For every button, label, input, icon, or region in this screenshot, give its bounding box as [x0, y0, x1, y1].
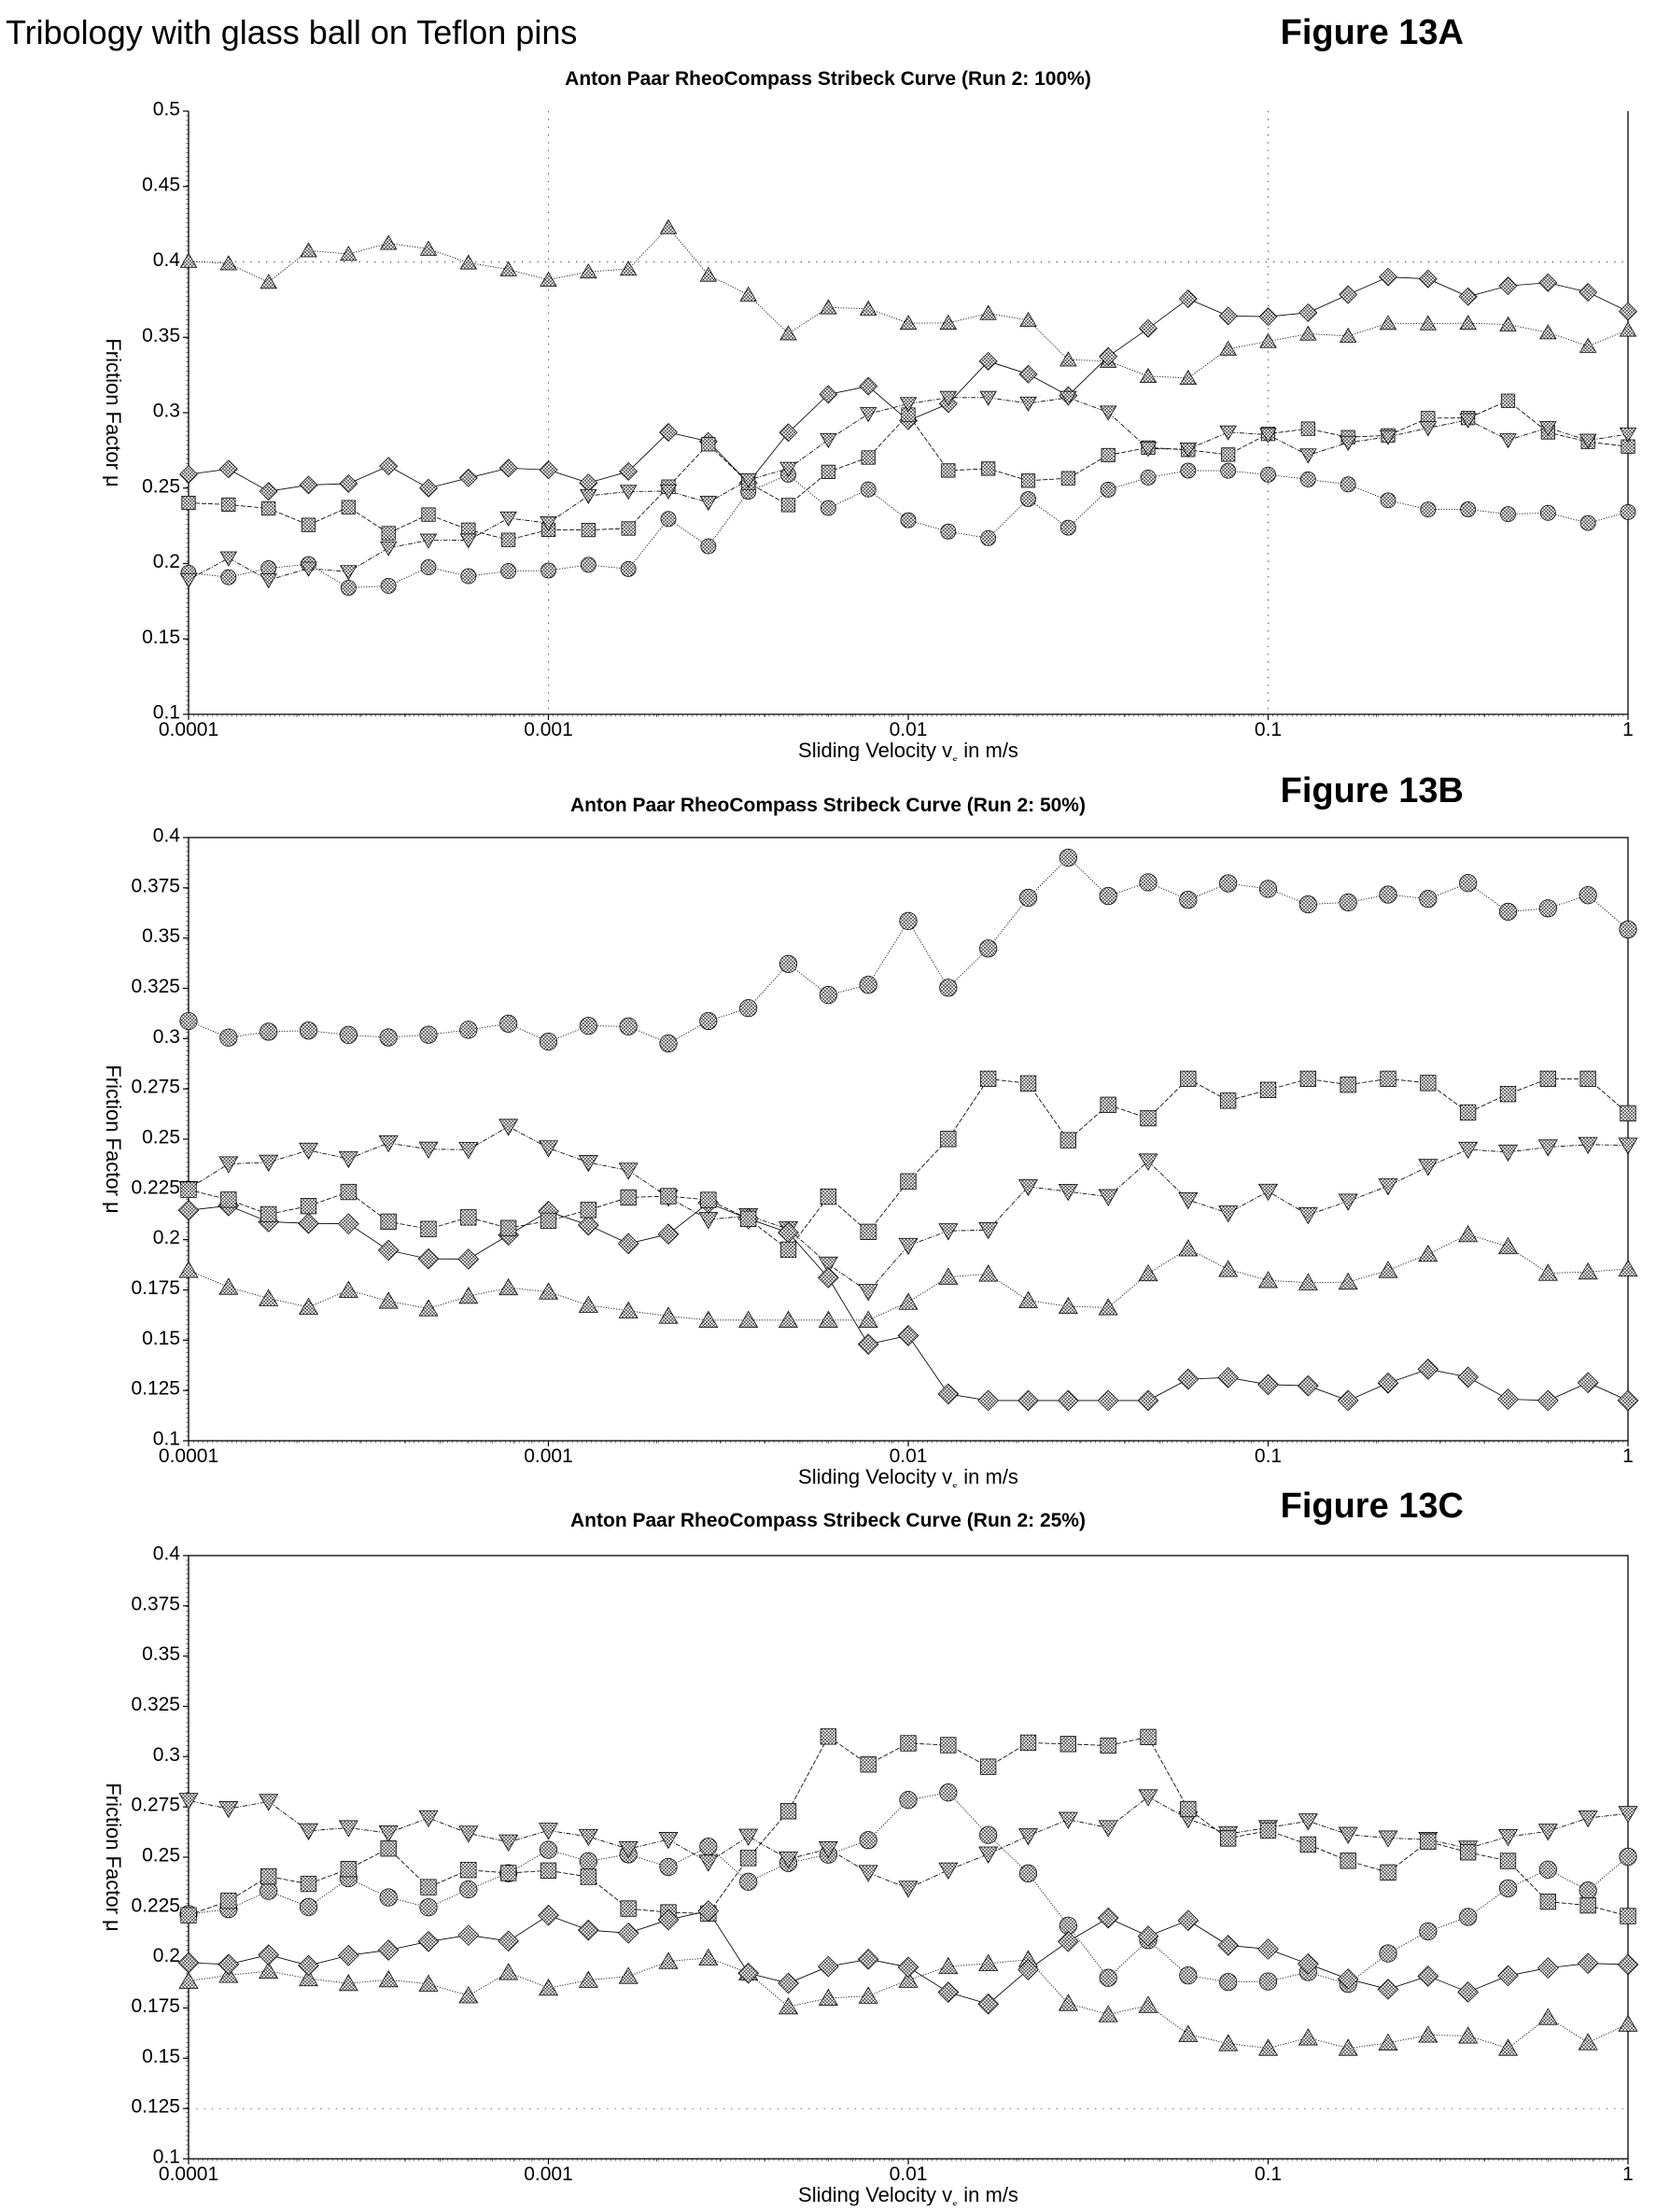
svg-text:0.4: 0.4: [153, 249, 181, 271]
svg-text:1: 1: [1622, 719, 1634, 740]
svg-text:0.25: 0.25: [142, 475, 180, 497]
svg-text:0.3: 0.3: [153, 401, 180, 422]
svg-text:0.001: 0.001: [524, 1445, 573, 1467]
svg-text:0.325: 0.325: [131, 1694, 180, 1715]
svg-text:0.35: 0.35: [142, 925, 180, 947]
svg-text:0.15: 0.15: [142, 627, 180, 648]
svg-text:0.225: 0.225: [131, 1895, 180, 1916]
svg-text:1: 1: [1622, 2163, 1634, 2185]
svg-text:0.25: 0.25: [142, 1127, 180, 1148]
svg-text:0.125: 0.125: [131, 1378, 180, 1400]
svg-text:0.375: 0.375: [131, 1593, 180, 1614]
svg-text:0.1: 0.1: [1255, 719, 1282, 740]
svg-text:0.325: 0.325: [131, 976, 180, 997]
svg-text:0.2: 0.2: [153, 1945, 180, 1966]
svg-text:Friction Factor μ: Friction Factor μ: [102, 1064, 125, 1213]
svg-text:0.275: 0.275: [131, 1077, 180, 1098]
svg-text:Sliding Velocity vs in m/s: Sliding Velocity vs in m/s: [798, 2183, 1018, 2205]
svg-text:0.175: 0.175: [131, 1995, 180, 2017]
svg-text:0.375: 0.375: [131, 875, 180, 896]
svg-text:Sliding Velocity vs in m/s: Sliding Velocity vs in m/s: [798, 739, 1018, 761]
svg-text:0.175: 0.175: [131, 1277, 180, 1299]
svg-text:0.0001: 0.0001: [159, 719, 218, 740]
svg-text:0.5: 0.5: [153, 99, 180, 120]
svg-text:0.25: 0.25: [142, 1845, 180, 1867]
svg-text:0.01: 0.01: [890, 719, 928, 740]
svg-text:0.15: 0.15: [142, 2046, 180, 2067]
svg-text:0.01: 0.01: [890, 2163, 928, 2185]
svg-text:Sliding Velocity vs in m/s: Sliding Velocity vs in m/s: [798, 1465, 1018, 1487]
svg-text:0.35: 0.35: [142, 1643, 180, 1665]
svg-text:Friction Factor μ: Friction Factor μ: [102, 338, 125, 486]
svg-text:0.1: 0.1: [1255, 1445, 1282, 1467]
svg-text:0.45: 0.45: [142, 174, 180, 195]
svg-text:0.0001: 0.0001: [159, 1445, 218, 1467]
svg-text:0.3: 0.3: [153, 1026, 180, 1048]
svg-text:0.01: 0.01: [890, 1445, 928, 1467]
svg-text:0.15: 0.15: [142, 1328, 180, 1349]
svg-text:0.2: 0.2: [153, 1227, 180, 1248]
svg-text:0.001: 0.001: [524, 2163, 573, 2185]
svg-text:0.4: 0.4: [153, 1543, 181, 1565]
svg-text:0.001: 0.001: [524, 719, 573, 740]
svg-text:1: 1: [1622, 1445, 1634, 1467]
svg-text:0.0001: 0.0001: [159, 2163, 218, 2185]
svg-text:0.35: 0.35: [142, 325, 180, 346]
svg-text:0.1: 0.1: [1255, 2163, 1282, 2185]
svg-text:0.3: 0.3: [153, 1744, 180, 1766]
svg-text:0.2: 0.2: [153, 551, 180, 572]
svg-text:0.4: 0.4: [153, 825, 181, 847]
svg-text:0.225: 0.225: [131, 1176, 180, 1198]
svg-text:0.125: 0.125: [131, 2096, 180, 2118]
svg-text:0.275: 0.275: [131, 1795, 180, 1816]
svg-text:Friction Factor μ: Friction Factor μ: [102, 1782, 125, 1931]
